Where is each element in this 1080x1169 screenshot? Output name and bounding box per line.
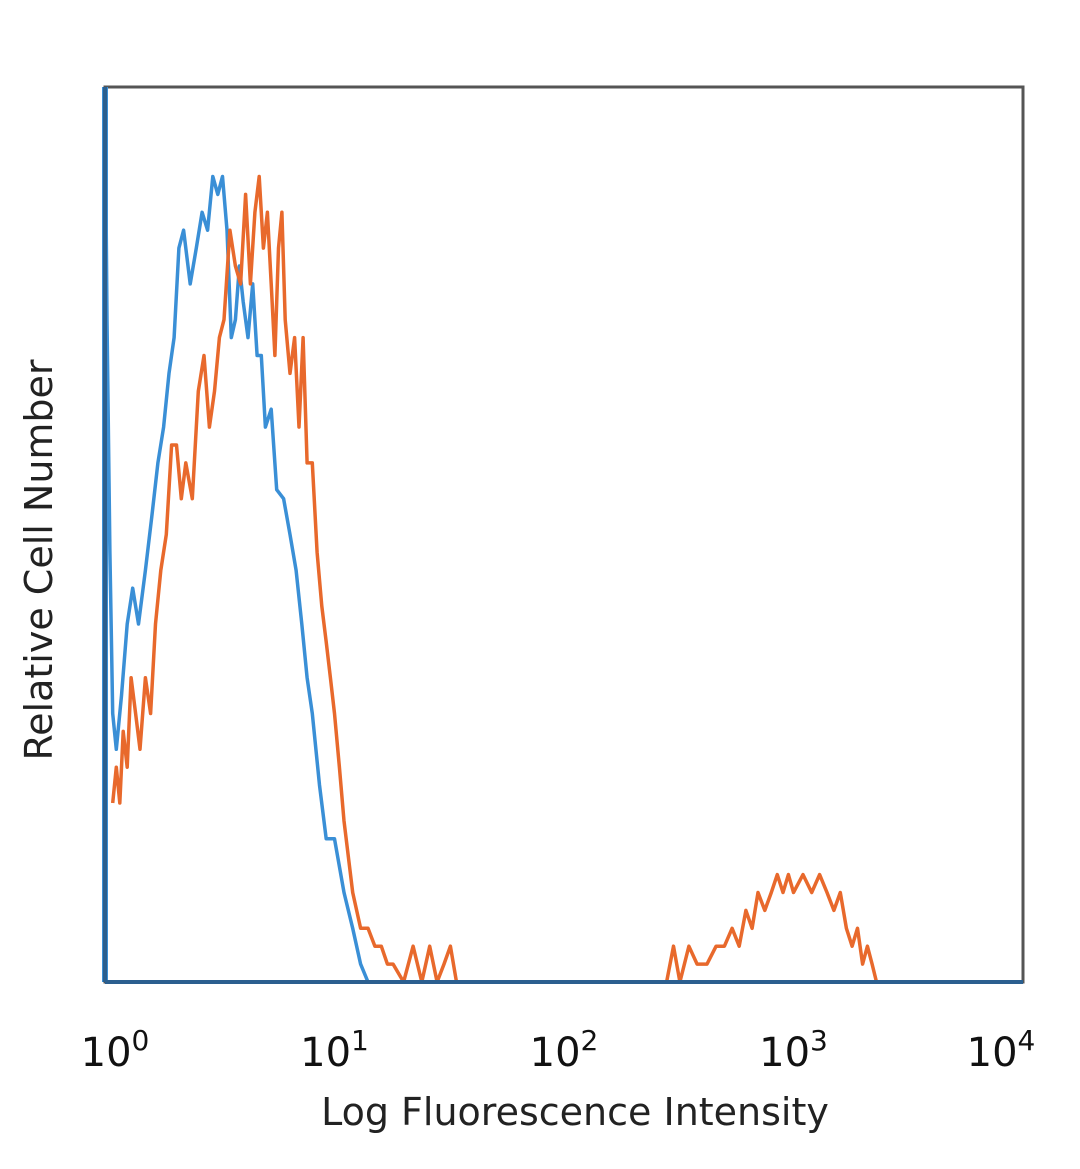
series-line-2: [110, 174, 881, 984]
x-tick-label-3: 102: [530, 1024, 599, 1076]
x-tick-label-2: 101: [300, 1024, 369, 1076]
x-tick-label-4: 103: [759, 1024, 828, 1076]
plot-frame: [103, 85, 1025, 984]
x-tick-label-5: 104: [967, 1024, 1036, 1076]
x-tick-labels: 100 101 102 103 104: [81, 1024, 1036, 1076]
x-axis-title: Log Fluorescence Intensity: [321, 1090, 829, 1134]
y-axis-title: Relative Cell Number: [17, 359, 61, 760]
series-line-1: [103, 86, 370, 983]
x-tick-label-1: 100: [81, 1024, 150, 1076]
